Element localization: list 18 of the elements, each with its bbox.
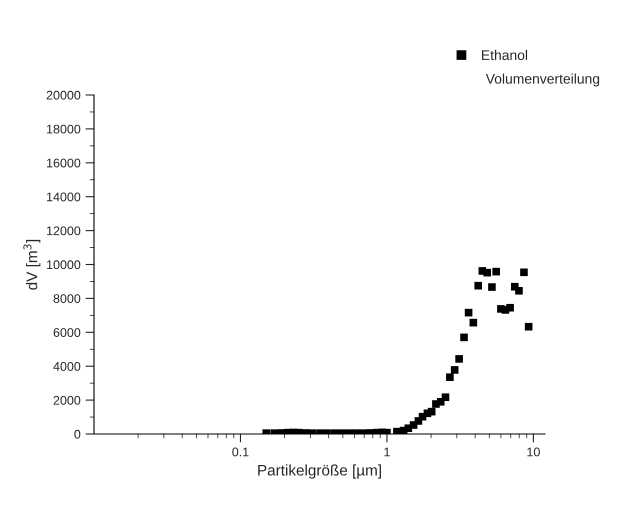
y-tick-label: 14000 (47, 192, 80, 202)
x-tick-label: 0.1 (232, 448, 249, 456)
legend-label: Ethanol (482, 50, 528, 60)
y-axis-title: dV [m$^{3}$] (23, 240, 40, 290)
y-tick-label: 20000 (46, 90, 80, 100)
y-tick-label: 16000 (47, 158, 80, 168)
y-tick-label: 18000 (47, 124, 80, 134)
text: Volumenverteilung (486, 74, 600, 86)
y-tick-label: 10000 (47, 260, 80, 270)
y-tick-label: 12000 (47, 226, 80, 236)
x-tick-label: 1 (384, 448, 390, 456)
y-tick-label: 2000 (54, 396, 80, 405)
y-tick-label: 8000 (54, 294, 80, 304)
y-tick-label: 0 (74, 430, 80, 439)
x-axis-title: Partikelgröße [µm] (258, 464, 381, 479)
x-tick-label: 10 (527, 448, 540, 456)
y-tick-label: 4000 (53, 362, 80, 371)
y-tick-label: 6000 (54, 328, 80, 337)
